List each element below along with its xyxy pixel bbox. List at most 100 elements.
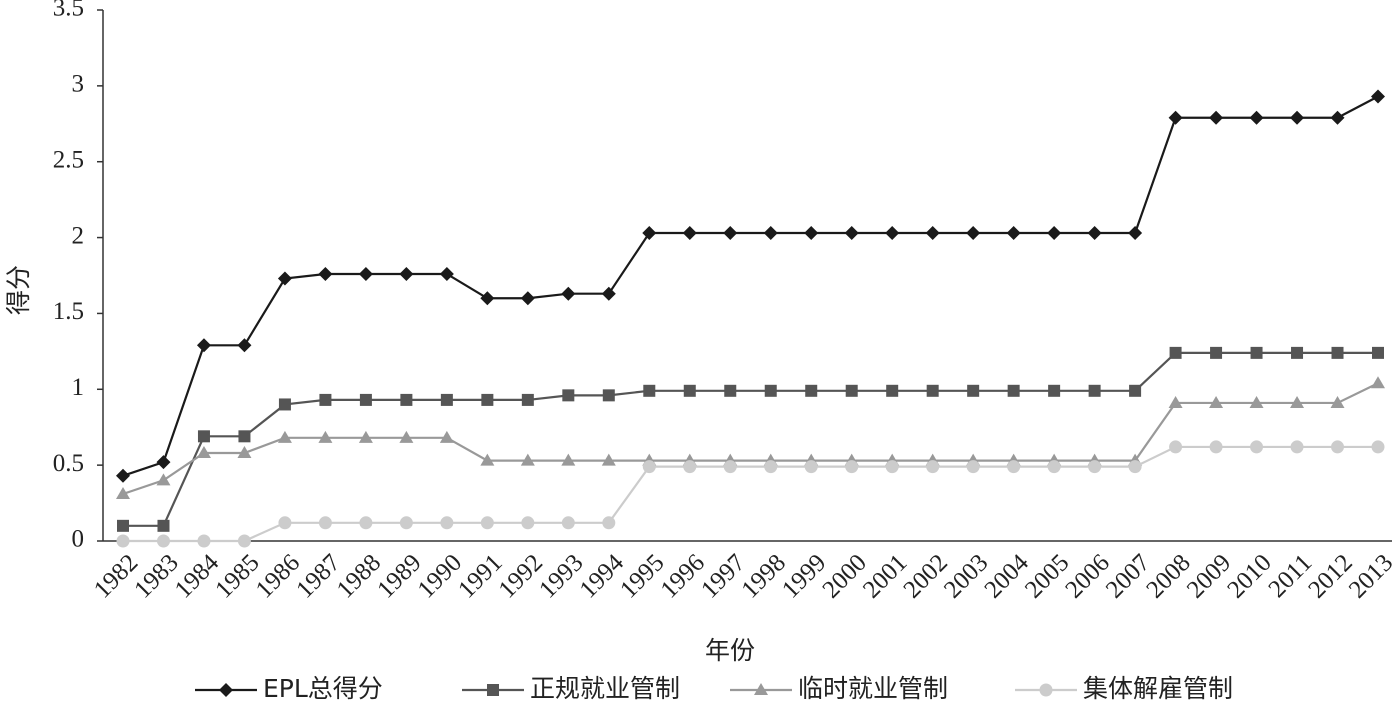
marker (601, 286, 616, 301)
x-tick-label: 2009 (1182, 549, 1236, 603)
legend-label: 正规就业管制 (530, 674, 680, 703)
marker (1048, 384, 1061, 397)
marker (399, 266, 414, 281)
x-tick-label: 1985 (210, 549, 264, 603)
x-tick-label: 1997 (696, 549, 750, 603)
y-tick-label: 1.5 (53, 298, 84, 325)
marker (116, 486, 130, 499)
marker (521, 516, 535, 530)
marker (602, 389, 615, 402)
marker (804, 460, 818, 474)
x-tick-label: 2007 (1101, 549, 1155, 603)
legend-item: EPL总得分 (195, 674, 383, 703)
marker (196, 338, 211, 353)
marker (845, 384, 858, 397)
x-tick-label: 2002 (899, 549, 953, 603)
marker (845, 460, 859, 474)
marker (359, 516, 373, 530)
x-tick-label: 1987 (291, 549, 345, 603)
marker (723, 460, 737, 474)
marker (1210, 346, 1223, 359)
marker (561, 453, 576, 466)
marker (318, 266, 333, 281)
marker (1250, 440, 1264, 454)
x-axis-label: 年份 (705, 636, 755, 665)
marker (764, 384, 777, 397)
marker (1371, 89, 1385, 104)
marker (966, 226, 981, 241)
series-line (123, 351, 1378, 527)
x-tick-label: 2008 (1141, 549, 1195, 603)
x-tick-label: 1984 (170, 549, 225, 604)
marker (805, 384, 818, 397)
marker (487, 684, 499, 696)
marker (319, 393, 332, 406)
x-tick-label: 2005 (1020, 549, 1074, 603)
marker (520, 291, 535, 306)
x-tick-label: 2004 (979, 549, 1034, 604)
marker (1047, 460, 1061, 474)
marker (1168, 395, 1183, 408)
y-tick-label: 3.5 (53, 0, 84, 22)
marker (399, 516, 413, 530)
x-tick-label: 2001 (858, 549, 912, 603)
marker (1249, 395, 1264, 408)
legend-label: EPL总得分 (263, 674, 383, 703)
legend-item: 正规就业管制 (462, 674, 680, 703)
x-tick-label: 1991 (453, 549, 507, 603)
marker (1372, 346, 1384, 359)
x-tick-label: 2012 (1303, 549, 1357, 603)
marker (1169, 440, 1183, 454)
marker (359, 393, 372, 406)
x-tick-label: 2006 (1060, 549, 1114, 603)
marker (601, 453, 616, 466)
marker (1331, 440, 1345, 454)
y-tick-label: 2 (72, 222, 85, 249)
marker (683, 384, 696, 397)
marker (561, 516, 575, 530)
marker (440, 516, 454, 530)
marker (1290, 395, 1305, 408)
series-line (122, 95, 1379, 477)
marker (358, 266, 373, 281)
marker (358, 430, 373, 443)
y-tick-label: 0 (72, 526, 85, 553)
marker (196, 446, 211, 459)
marker (1250, 346, 1263, 359)
marker (1290, 110, 1305, 125)
marker (237, 338, 252, 353)
marker (1209, 440, 1223, 454)
marker (1006, 226, 1021, 241)
x-tick-label: 1996 (656, 549, 710, 603)
marker (1291, 346, 1304, 359)
marker (117, 519, 129, 532)
marker (1087, 226, 1102, 241)
x-tick-label: 1989 (372, 549, 426, 603)
y-tick-label: 1 (72, 374, 85, 401)
marker (682, 226, 697, 241)
marker (1047, 226, 1062, 241)
marker (219, 683, 233, 697)
y-axis-label: 得分 (4, 265, 33, 315)
marker (1209, 395, 1224, 408)
series-line (122, 382, 1379, 496)
marker (237, 446, 252, 459)
marker (237, 534, 251, 548)
x-tick-label: 1998 (737, 549, 791, 603)
y-tick-label: 2.5 (53, 146, 84, 173)
marker (521, 393, 534, 406)
marker (156, 455, 171, 470)
marker (1128, 226, 1143, 241)
series-line (123, 445, 1378, 543)
marker (318, 430, 333, 443)
marker (156, 534, 170, 548)
marker (439, 430, 454, 443)
marker (926, 384, 939, 397)
marker (844, 226, 859, 241)
x-tick-label: 1994 (575, 549, 630, 604)
legend-item: 临时就业管制 (730, 674, 948, 703)
marker (1039, 683, 1053, 697)
marker (967, 384, 980, 397)
x-tick-label: 1988 (332, 549, 386, 603)
